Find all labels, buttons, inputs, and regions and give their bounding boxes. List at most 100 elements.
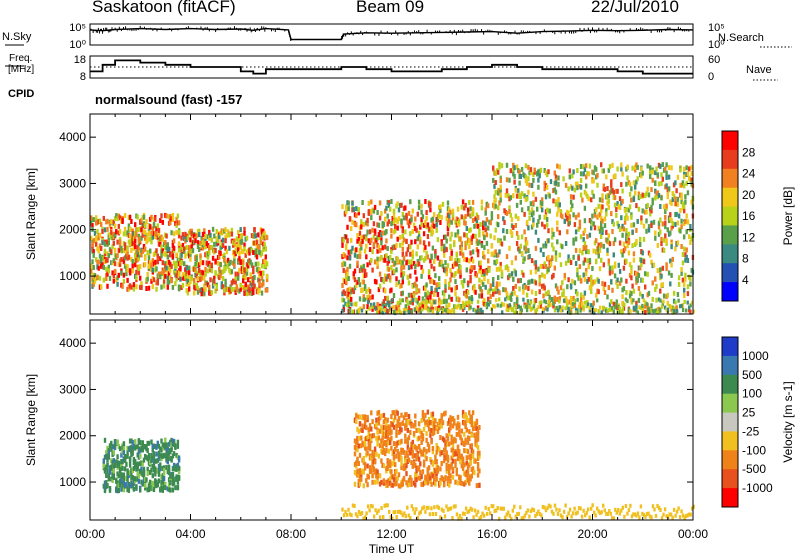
- echo-cell: [574, 261, 578, 266]
- echo-cell: [108, 221, 112, 227]
- echo-cell: [188, 286, 191, 292]
- colorbar-tick-label: 28: [742, 145, 756, 159]
- echo-cell: [628, 273, 632, 278]
- echo-cell: [645, 218, 648, 224]
- echo-cell: [394, 223, 397, 229]
- echo-cell: [519, 305, 522, 311]
- ground-scatter-cell: [391, 298, 394, 303]
- echo-cell: [399, 429, 402, 435]
- echo-cell: [111, 478, 114, 483]
- echo-cell: [351, 219, 354, 225]
- echo-cell: [113, 216, 117, 222]
- echo-cell: [412, 293, 416, 299]
- echo-cell: [141, 442, 144, 448]
- echo-cell: [450, 461, 453, 467]
- echo-cell: [361, 457, 364, 463]
- echo-cell: [474, 216, 477, 222]
- echo-cell: [607, 167, 610, 173]
- echo-cell: [597, 225, 600, 231]
- echo-cell: [688, 166, 691, 172]
- echo-cell: [353, 469, 357, 475]
- echo-cell: [252, 250, 255, 255]
- echo-cell: [445, 433, 448, 439]
- echo-cell: [430, 254, 433, 260]
- echo-cell: [463, 256, 466, 262]
- echo-cell: [508, 177, 511, 183]
- ground-scatter-cell: [574, 310, 578, 315]
- echo-cell: [474, 271, 477, 276]
- echo-cell: [450, 447, 453, 453]
- echo-cell: [434, 425, 437, 431]
- echo-cell: [436, 428, 440, 434]
- echo-cell: [436, 217, 440, 223]
- echo-cell: [664, 209, 667, 214]
- echo-cell: [157, 443, 161, 449]
- echo-cell: [396, 448, 399, 454]
- echo-cell: [208, 260, 211, 266]
- echo-cell: [536, 206, 539, 212]
- echo-cell: [443, 291, 446, 297]
- echo-cell: [346, 266, 349, 272]
- echo-cell: [434, 273, 437, 279]
- ground-scatter-cell: [547, 299, 551, 304]
- echo-cell: [91, 223, 94, 229]
- echo-cell: [360, 219, 363, 225]
- echo-cell: [421, 214, 425, 220]
- echo-cell: [497, 187, 500, 193]
- echo-cell: [144, 476, 147, 482]
- echo-cell: [142, 470, 146, 476]
- echo-cell: [113, 463, 117, 468]
- echo-cell: [450, 255, 453, 261]
- echo-cell: [211, 226, 215, 232]
- echo-cell: [551, 255, 554, 261]
- echo-cell: [466, 280, 470, 286]
- echo-cell: [352, 289, 355, 295]
- echo-cell: [645, 191, 648, 197]
- echo-cell: [175, 273, 178, 279]
- echo-cell: [399, 426, 402, 432]
- echo-cell: [632, 197, 636, 202]
- echo-cell: [373, 449, 377, 455]
- echo-cell: [391, 220, 394, 226]
- echo-cell: [603, 281, 607, 287]
- echo-cell: [243, 272, 246, 278]
- echo-cell: [490, 215, 494, 221]
- echo-cell: [220, 228, 223, 234]
- echo-cell: [637, 273, 641, 278]
- echo-cell: [443, 411, 446, 417]
- echo-cell: [247, 259, 250, 265]
- echo-cell: [110, 230, 113, 236]
- ground-scatter-cell: [559, 308, 563, 313]
- echo-cell: [396, 440, 399, 446]
- echo-cell: [156, 259, 159, 265]
- echo-cell: [357, 236, 360, 242]
- echo-cell: [543, 186, 546, 192]
- echo-cell: [362, 263, 365, 269]
- echo-cell: [436, 255, 440, 261]
- echo-cell: [530, 183, 534, 188]
- echo-cell: [542, 263, 545, 269]
- ground-scatter-cell: [472, 307, 475, 312]
- echo-cell: [547, 169, 550, 175]
- echo-cell: [122, 487, 126, 493]
- echo-cell: [172, 462, 176, 468]
- echo-cell: [613, 195, 617, 201]
- echo-cell: [420, 439, 423, 445]
- echo-cell: [195, 273, 198, 279]
- echo-cell: [542, 252, 545, 257]
- echo-cell: [588, 232, 592, 238]
- echo-cell: [177, 233, 181, 239]
- echo-cell: [356, 458, 359, 464]
- ground-scatter-cell: [397, 300, 400, 305]
- echo-cell: [454, 232, 457, 238]
- echo-cell: [161, 487, 164, 493]
- echo-cell: [405, 214, 408, 220]
- echo-cell: [422, 459, 426, 465]
- echo-cell: [623, 246, 627, 252]
- echo-cell: [188, 265, 191, 271]
- echo-cell: [361, 468, 364, 474]
- ground-scatter-cell: [398, 309, 401, 314]
- echo-cell: [117, 261, 120, 267]
- echo-cell: [177, 229, 181, 235]
- ground-scatter-cell: [594, 308, 597, 312]
